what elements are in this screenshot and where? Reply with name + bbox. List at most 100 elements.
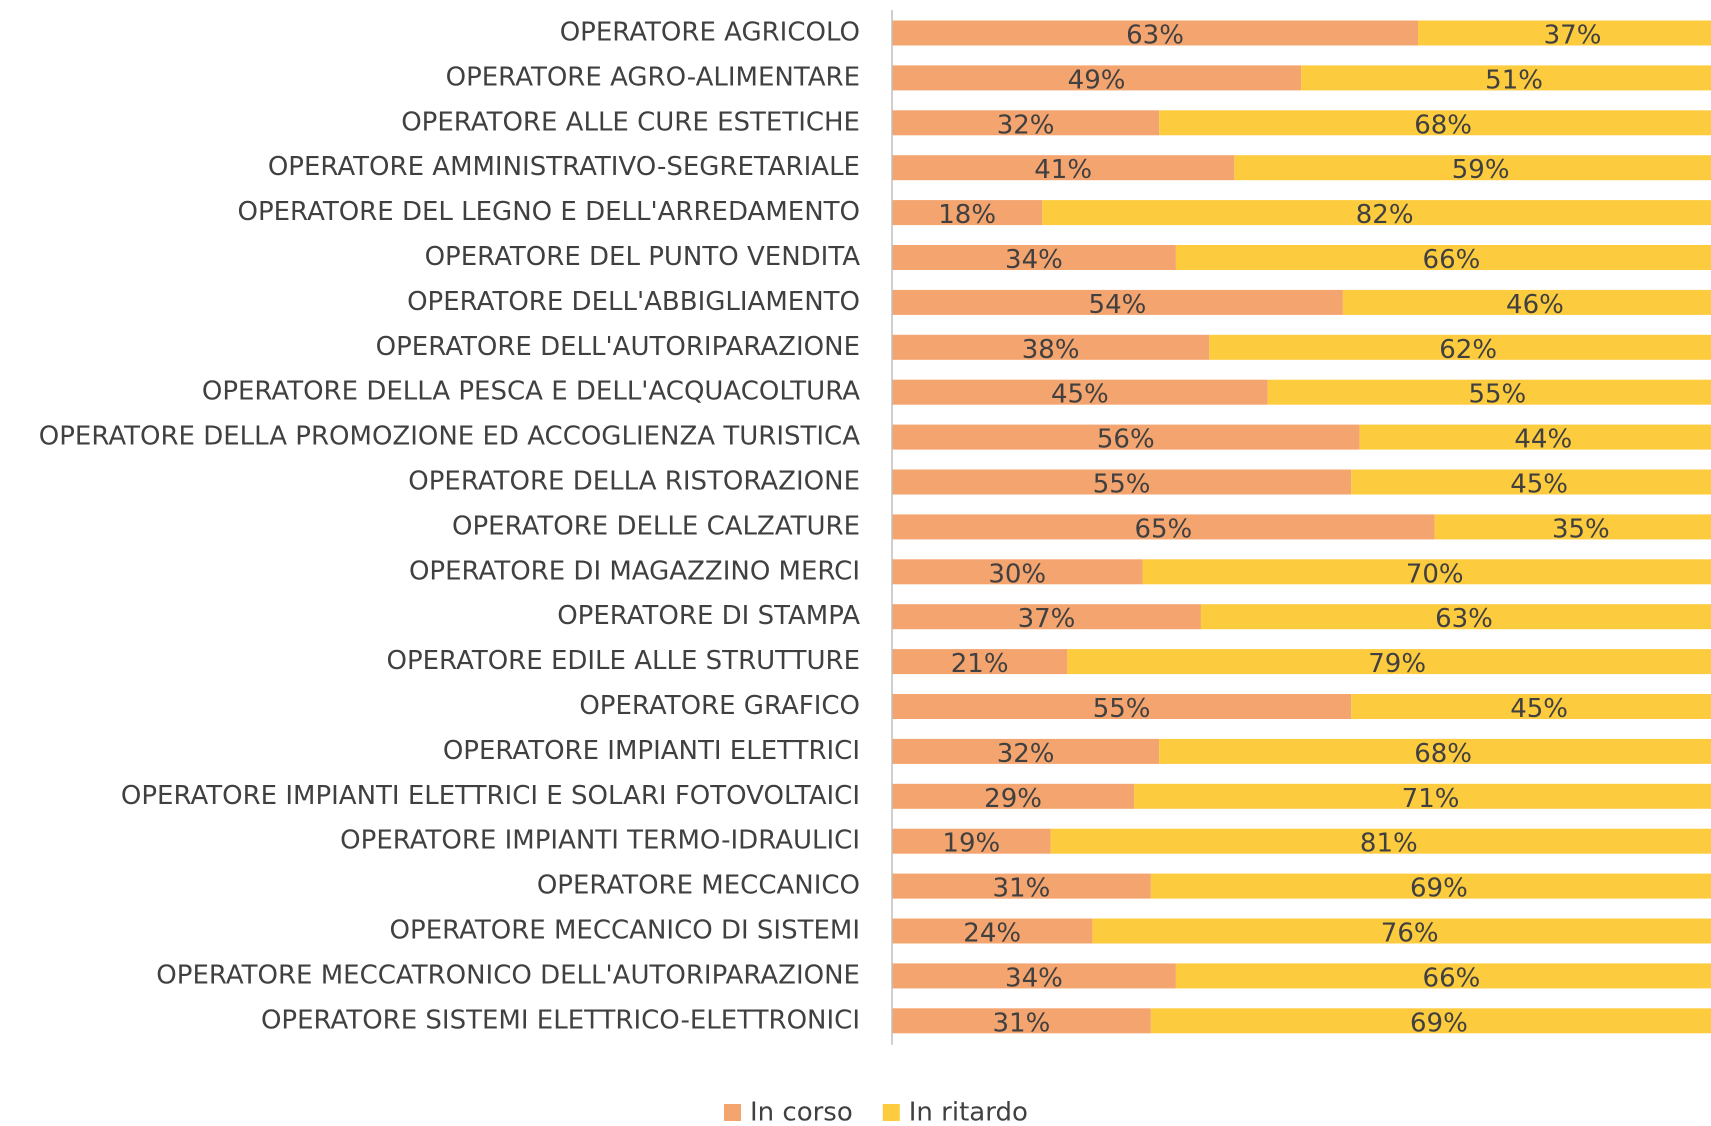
- value-label: 45%: [1510, 694, 1568, 724]
- value-label: 32%: [997, 110, 1055, 140]
- value-label: 63%: [1435, 604, 1493, 634]
- bar-segment: [1301, 65, 1711, 91]
- value-label: 46%: [1506, 290, 1564, 320]
- bar-segment: [1050, 828, 1711, 854]
- legend-label: In ritardo: [909, 1098, 1028, 1126]
- category-label: OPERATORE MECCATRONICO DELL'AUTORIPARAZI…: [156, 960, 860, 990]
- value-label: 45%: [1051, 380, 1109, 410]
- bar-segment: [1351, 694, 1711, 719]
- category-label: OPERATORE GRAFICO: [579, 691, 860, 721]
- value-label: 41%: [1034, 155, 1092, 185]
- category-label: OPERATORE EDILE ALLE STRUTTURE: [386, 646, 860, 676]
- value-label: 62%: [1439, 335, 1497, 365]
- value-label: 34%: [1005, 245, 1063, 275]
- value-label: 31%: [993, 1008, 1051, 1038]
- category-label: OPERATORE DEL LEGNO E DELL'ARREDAMENTO: [237, 197, 860, 227]
- value-label: 66%: [1423, 245, 1481, 275]
- category-label: OPERATORE ALLE CURE ESTETICHE: [401, 107, 860, 137]
- value-label: 37%: [1544, 21, 1602, 51]
- value-label: 55%: [1093, 470, 1151, 500]
- value-label: 69%: [1410, 874, 1468, 904]
- bar-segment: [892, 963, 1176, 989]
- bar-segment: [892, 604, 1201, 630]
- bar-segment: [892, 918, 1093, 944]
- bar-segment: [1042, 200, 1711, 226]
- category-label: OPERATORE AGRO-ALIMENTARE: [446, 62, 860, 92]
- value-label: 44%: [1514, 425, 1572, 455]
- bar-segment: [892, 514, 1435, 540]
- bar-segment: [1351, 469, 1711, 495]
- category-label: OPERATORE IMPIANTI ELETTRICI: [443, 736, 860, 766]
- value-label: 19%: [942, 829, 1000, 859]
- value-label: 68%: [1414, 739, 1472, 769]
- bar-segment: [892, 424, 1360, 450]
- bar-segment: [1142, 559, 1711, 585]
- category-label: OPERATORE SISTEMI ELETTRICO-ELETTRONICI: [261, 1005, 860, 1035]
- value-label: 45%: [1510, 470, 1568, 500]
- bar-segment: [1134, 783, 1711, 809]
- legend-label: In corso: [750, 1098, 853, 1126]
- category-label: OPERATORE IMPIANTI TERMO-IDRAULICI: [340, 826, 860, 856]
- bar-segment: [1267, 379, 1711, 405]
- bar-segment: [1175, 245, 1711, 270]
- value-label: 68%: [1414, 110, 1472, 140]
- bar-segment: [1359, 424, 1711, 450]
- value-label: 34%: [1005, 963, 1063, 993]
- value-label: 71%: [1402, 784, 1460, 814]
- bar-segment: [892, 469, 1352, 495]
- legend-swatch: [724, 1104, 741, 1121]
- bar-segment: [892, 155, 1235, 181]
- value-label: 76%: [1381, 919, 1439, 949]
- bar-segment: [892, 245, 1176, 270]
- bar-segment: [1067, 649, 1711, 675]
- value-label: 30%: [988, 559, 1046, 589]
- value-label: 38%: [1022, 335, 1080, 365]
- category-label: OPERATORE DEL PUNTO VENDITA: [425, 242, 861, 272]
- bar-segment: [1175, 963, 1711, 989]
- category-label: OPERATORE DELL'ABBIGLIAMENTO: [407, 287, 860, 317]
- bar-segment: [892, 559, 1143, 585]
- value-label: 35%: [1552, 514, 1610, 544]
- value-label: 21%: [951, 649, 1009, 679]
- legend-swatch: [882, 1104, 900, 1121]
- bar-segment: [892, 828, 1051, 854]
- category-label: OPERATORE MECCANICO: [537, 871, 860, 901]
- value-label: 59%: [1452, 155, 1510, 185]
- value-label: 24%: [963, 919, 1021, 949]
- category-label: OPERATORE DELLA RISTORAZIONE: [408, 467, 860, 497]
- value-label: 56%: [1097, 425, 1155, 455]
- category-label: OPERATORE IMPIANTI ELETTRICI E SOLARI FO…: [121, 781, 860, 811]
- bar-segment: [892, 694, 1352, 719]
- bar-segment: [892, 289, 1343, 315]
- bar-segment: [1234, 155, 1711, 181]
- value-label: 81%: [1360, 829, 1418, 859]
- value-label: 63%: [1126, 21, 1184, 51]
- value-label: 55%: [1468, 380, 1526, 410]
- category-label: OPERATORE DELL'AUTORIPARAZIONE: [376, 332, 860, 362]
- category-label: OPERATORE MECCANICO DI SISTEMI: [390, 916, 860, 946]
- value-label: 31%: [993, 874, 1051, 904]
- bar-segment: [1200, 604, 1711, 630]
- value-label: 82%: [1356, 200, 1414, 230]
- bar-segment: [892, 738, 1160, 764]
- value-label: 79%: [1368, 649, 1426, 679]
- value-label: 18%: [938, 200, 996, 230]
- bar-segment: [892, 649, 1068, 675]
- bar-segment: [892, 334, 1210, 360]
- bar-segment: [892, 65, 1302, 91]
- category-label: OPERATORE DELLE CALZATURE: [452, 511, 860, 541]
- bar-segment: [1159, 738, 1711, 764]
- bar-segment: [1434, 514, 1711, 540]
- bar-segment: [1092, 918, 1711, 944]
- value-label: 51%: [1485, 65, 1543, 95]
- category-label: OPERATORE DI MAGAZZINO MERCI: [409, 556, 860, 586]
- bar-segment: [892, 1008, 1151, 1034]
- category-label: OPERATORE DELLA PROMOZIONE ED ACCOGLIENZ…: [39, 422, 860, 452]
- value-label: 54%: [1089, 290, 1147, 320]
- bar-segment: [892, 200, 1043, 226]
- bar-segment: [1150, 873, 1711, 899]
- bar-segment: [892, 783, 1135, 809]
- value-label: 70%: [1406, 559, 1464, 589]
- value-label: 49%: [1068, 65, 1126, 95]
- value-label: 29%: [984, 784, 1042, 814]
